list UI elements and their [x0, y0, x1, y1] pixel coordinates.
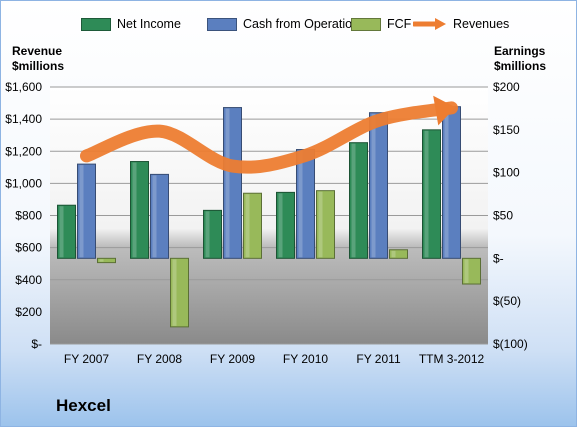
legend-cash-from-operations-label: Cash from Operations — [243, 17, 366, 31]
right-axis-tick-label: $- — [493, 251, 504, 265]
x-axis-tick-label: FY 2008 — [137, 352, 182, 366]
bar-fcf — [389, 249, 408, 259]
right-axis-tick-label: $100 — [493, 166, 520, 180]
right-axis-tick-label: $150 — [493, 123, 520, 137]
bar-highlight-fcf — [172, 259, 177, 326]
right-axis-title-line-2: $millions — [494, 59, 547, 73]
bar-highlight-net-income — [59, 206, 64, 258]
bar-fcf — [97, 257, 116, 264]
left-axis-tick-label: $400 — [15, 273, 42, 287]
left-axis-tick-label: $1,200 — [5, 144, 42, 158]
bar-highlight-cash-from-operations — [444, 107, 449, 258]
bar-highlight-fcf — [318, 191, 323, 258]
left-axis-tick-label: $200 — [15, 305, 42, 319]
left-axis-title-line-2: $millions — [12, 59, 65, 73]
bar-highlight-cash-from-operations — [152, 175, 157, 258]
legend-net-income-swatch — [81, 17, 111, 31]
x-axis-tick-label: FY 2009 — [210, 352, 255, 366]
right-axis-tick-label: $(50) — [493, 294, 521, 308]
bar-highlight-net-income — [351, 143, 356, 258]
left-axis-title-line-1: Revenue — [12, 44, 63, 58]
legend-revenues-arrow-icon — [413, 18, 446, 30]
right-axis-tick-label: $200 — [493, 80, 520, 94]
bar-highlight-net-income — [205, 211, 210, 258]
legend-fcf-swatch — [351, 17, 381, 31]
legend-fcf: FCF — [351, 15, 411, 33]
left-axis-tick-label: $1,400 — [5, 112, 42, 126]
x-axis-tick-label: FY 2007 — [64, 352, 109, 366]
left-axis-title: Revenue $millions — [12, 44, 64, 74]
bar-highlight-net-income — [424, 130, 429, 258]
legend-net-income: Net Income — [81, 15, 181, 33]
revenues-line — [80, 101, 458, 174]
legend-revenues: Revenues — [413, 15, 509, 33]
right-axis-title: Earnings $millions — [494, 44, 546, 74]
legend-cash-from-operations: Cash from Operations — [207, 15, 365, 33]
right-axis-title-line-1: Earnings — [494, 44, 546, 58]
company-name: Hexcel — [56, 396, 111, 415]
legend-cash-from-operations-swatch — [207, 17, 237, 31]
bar-highlight-fcf — [99, 259, 104, 262]
legend-fcf-label: FCF — [387, 17, 412, 31]
x-axis-tick-label: FY 2010 — [283, 352, 328, 366]
left-axis-tick-label: $600 — [15, 241, 42, 255]
bar-highlight-fcf — [464, 259, 469, 284]
left-axis-tick-label: $1,600 — [5, 80, 42, 94]
revenues-arrowhead — [433, 95, 456, 126]
bar-highlight-cash-from-operations — [79, 165, 84, 258]
left-axis-tick-label: $1,000 — [5, 176, 42, 190]
bar-highlight-net-income — [278, 193, 283, 258]
x-axis-tick-label: FY 2011 — [356, 352, 401, 366]
bar-highlight-cash-from-operations — [225, 108, 230, 258]
bar-highlight-cash-from-operations — [298, 150, 303, 258]
legend-net-income-label: Net Income — [117, 17, 181, 31]
bar-highlight-fcf — [391, 250, 396, 258]
bar-highlight-cash-from-operations — [371, 113, 376, 258]
right-axis-tick-label: $(100) — [493, 337, 528, 351]
left-axis-tick-label: $- — [31, 337, 42, 351]
right-axis-tick-label: $50 — [493, 209, 513, 223]
x-axis-tick-label: TTM 3-2012 — [419, 352, 485, 366]
bar-highlight-net-income — [132, 162, 137, 258]
bar-highlight-fcf — [245, 194, 250, 258]
left-axis-tick-label: $800 — [15, 209, 42, 223]
legend-revenues-label: Revenues — [453, 17, 510, 31]
